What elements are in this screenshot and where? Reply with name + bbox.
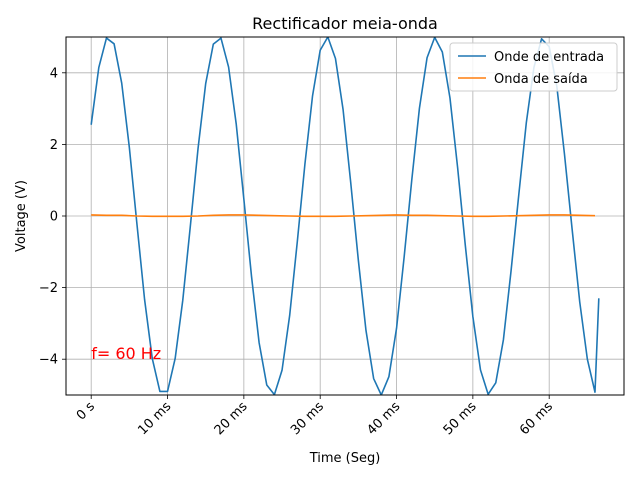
input-wave-line [90,37,600,395]
legend-box [449,42,618,92]
x-axis-label: Time (Seg) [309,451,381,466]
plot-series [90,37,600,395]
y-tick-label: −4 [39,353,58,368]
chart-title: Rectificador meia-onda [252,14,438,33]
y-tick-label: 4 [50,66,58,81]
output-wave-line [91,214,596,218]
frequency-annotation: f= 60 Hz [91,344,161,363]
legend: Onde de entrada Onda de saída [449,42,618,92]
y-tick-label: 2 [50,138,58,153]
y-axis-label: Voltage (V) [14,180,29,252]
legend-label-input: Onde de entrada [494,50,604,65]
y-tick-label: −2 [39,281,58,296]
y-tick-label: 0 [50,210,58,225]
legend-label-output: Onda de saída [494,72,588,87]
